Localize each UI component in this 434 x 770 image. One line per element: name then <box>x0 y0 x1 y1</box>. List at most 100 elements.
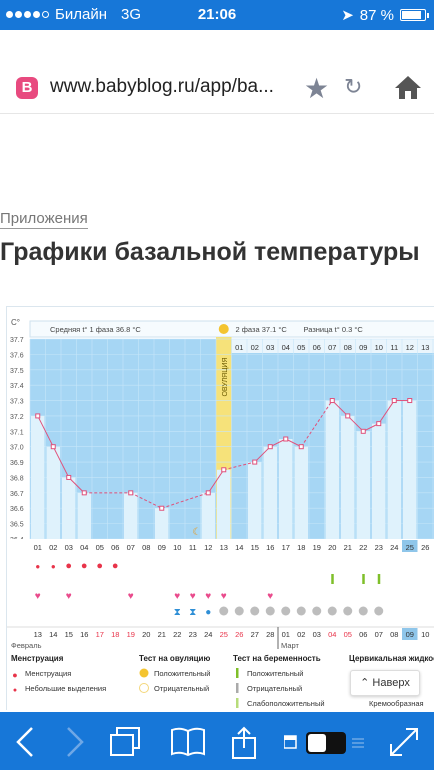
legend-pregnancy-positive-icon <box>236 668 239 678</box>
fullscreen-icon[interactable] <box>388 726 420 758</box>
bookmark-star-icon[interactable]: ★ <box>304 73 330 104</box>
temp-bar <box>155 508 169 539</box>
legend-menstruation-icon: ● <box>12 670 17 680</box>
legend-ovulation-positive-icon <box>139 668 149 678</box>
day-row-bg <box>7 539 434 553</box>
phase2-day-label: 03 <box>266 343 274 352</box>
temp-line-segment <box>285 438 302 448</box>
y-tick-label: 37.6 <box>10 352 24 359</box>
cervical-mark-icon <box>281 606 291 616</box>
calendar-date-label: 19 <box>127 630 135 639</box>
highlight-day-bg <box>402 540 418 552</box>
temp-point <box>329 398 335 404</box>
url-field[interactable]: www.babyblog.ru/app/ba... <box>50 76 274 97</box>
y-tick-label: 36.9 <box>10 460 24 467</box>
calendar-date-label: 01 <box>282 630 290 639</box>
temp-point <box>221 467 227 473</box>
phase2-days-row-bg <box>231 339 434 353</box>
temp-line-segment <box>207 469 225 494</box>
cervical-mark-icon <box>343 606 353 616</box>
legend-spotting-item: Небольшие выделения <box>25 684 106 693</box>
cervical-mark-icon <box>374 606 384 616</box>
back-to-top-button[interactable]: ⌃ Наверх <box>350 670 420 696</box>
y-tick-label: 37.5 <box>10 368 24 375</box>
carrier-name: Билайн <box>55 6 107 23</box>
network-type: 3G <box>120 6 141 23</box>
calendar-date-label: 26 <box>235 630 243 639</box>
calendar-date-label: 09 <box>406 630 414 639</box>
legend-pregnancy-positive: Положительный <box>247 669 303 678</box>
calendar-date-label: 15 <box>65 630 73 639</box>
test-hourglass-icon: ⧗ <box>174 607 181 618</box>
bookmarks-icon[interactable] <box>170 726 206 758</box>
y-tick-label: 37.2 <box>10 414 24 421</box>
cycle-day-label: 09 <box>158 543 166 552</box>
chart-header-bg <box>29 320 434 338</box>
forward-icon[interactable] <box>64 726 86 758</box>
legend-ovulation-negative-icon <box>139 683 149 693</box>
temp-bar <box>31 415 45 539</box>
temp-bar <box>403 400 417 539</box>
temp-point <box>205 490 211 496</box>
temp-bar <box>325 400 339 539</box>
battery-icon <box>400 9 429 21</box>
calendar-date-label: 28 <box>266 630 274 639</box>
menstruation-drop-icon: ● <box>35 562 40 571</box>
legend-title-ovulation-test: Тест на овуляцию <box>139 654 210 663</box>
temp-point <box>66 474 72 480</box>
breadcrumb[interactable]: Приложения <box>0 210 88 229</box>
y-tick-label: 36.6 <box>10 506 24 513</box>
temp-point <box>360 428 366 434</box>
water-drop-icon: ● <box>205 607 211 618</box>
legend-cervical-creamy: Кремообразная <box>369 699 424 708</box>
menstruation-drop-icon: ● <box>81 560 88 572</box>
cervical-mark-icon <box>219 606 229 616</box>
calendar-date-label: 03 <box>313 630 321 639</box>
temp-point <box>252 459 258 465</box>
browser-address-bar: B www.babyblog.ru/app/ba... ★ ↻ <box>0 30 434 114</box>
temp-line-segment <box>363 423 379 432</box>
cervical-mark-icon <box>250 606 260 616</box>
legend-title-menstruation: Менструация <box>11 654 64 663</box>
temp-line-segment <box>300 400 333 447</box>
legend-menstruation-item: Менструация <box>25 669 71 678</box>
cycle-day-label: 06 <box>111 543 119 552</box>
calendar-date-label: 06 <box>359 630 367 639</box>
cycle-day-label: 17 <box>282 543 290 552</box>
status-bar: Билайн 3G 21:06 ➤ 87 % <box>0 0 434 30</box>
menstruation-drop-icon: ● <box>51 562 56 571</box>
share-icon[interactable] <box>230 726 258 760</box>
y-tick-label: 36.5 <box>10 522 24 529</box>
home-icon[interactable] <box>394 74 422 100</box>
reader-toggle-icon[interactable] <box>284 730 368 756</box>
temp-bar <box>263 446 277 539</box>
cycle-day-label: 21 <box>344 543 352 552</box>
cycle-day-label: 26 <box>421 543 429 552</box>
calendar-date-label: 16 <box>80 630 88 639</box>
cycle-day-label: 15 <box>251 543 259 552</box>
temp-point <box>159 505 165 511</box>
legend-pregnancy-weak-icon <box>236 698 239 708</box>
temp-line-segment <box>161 492 209 509</box>
calendar-date-label: 22 <box>173 630 181 639</box>
month-label-feb: Февраль <box>11 641 42 650</box>
calendar-date-label: 13 <box>34 630 42 639</box>
cycle-day-label: 04 <box>80 543 88 552</box>
tabs-icon[interactable] <box>108 726 142 758</box>
legend-ovulation-negative: Отрицательный <box>154 684 209 693</box>
calendar-date-label: 23 <box>189 630 197 639</box>
legend-spotting-icon: ● <box>13 687 17 694</box>
cervical-mark-icon <box>358 606 368 616</box>
back-icon[interactable] <box>14 726 36 758</box>
legend-pregnancy-negative-icon <box>236 683 239 693</box>
temp-point <box>50 444 56 450</box>
phase2-average-label: 2 фаза 37.1 °С <box>236 325 288 334</box>
calendar-date-label: 21 <box>158 630 166 639</box>
reload-icon[interactable]: ↻ <box>344 74 363 99</box>
heart-icon: ♥ <box>190 591 196 602</box>
phase2-day-label: 01 <box>235 343 243 352</box>
temp-bar <box>217 469 231 539</box>
ovulation-sun-icon <box>218 324 229 334</box>
cervical-mark-icon <box>265 606 275 616</box>
legend-ovulation-positive: Положительный <box>154 669 210 678</box>
